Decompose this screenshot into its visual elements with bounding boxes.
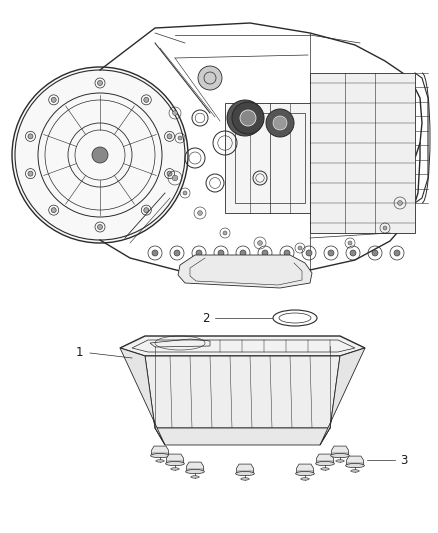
Ellipse shape: [301, 478, 309, 480]
Circle shape: [350, 250, 356, 256]
Circle shape: [174, 250, 180, 256]
Polygon shape: [297, 464, 314, 473]
Circle shape: [240, 250, 246, 256]
Ellipse shape: [166, 462, 184, 466]
Circle shape: [167, 134, 172, 139]
Polygon shape: [187, 462, 204, 471]
Circle shape: [218, 250, 224, 256]
Ellipse shape: [171, 468, 179, 470]
Text: 1: 1: [75, 346, 83, 359]
Circle shape: [144, 98, 149, 102]
Ellipse shape: [241, 478, 249, 480]
Circle shape: [51, 98, 56, 102]
Ellipse shape: [336, 460, 344, 462]
Circle shape: [273, 116, 287, 130]
Circle shape: [232, 102, 264, 134]
Polygon shape: [225, 103, 310, 213]
Circle shape: [372, 250, 378, 256]
Polygon shape: [317, 454, 333, 463]
Polygon shape: [332, 446, 349, 455]
Ellipse shape: [351, 470, 359, 472]
Circle shape: [51, 208, 56, 213]
Circle shape: [198, 211, 202, 215]
Circle shape: [227, 100, 263, 136]
Ellipse shape: [151, 454, 170, 458]
Circle shape: [284, 250, 290, 256]
Circle shape: [262, 250, 268, 256]
Circle shape: [92, 147, 108, 163]
Circle shape: [348, 241, 352, 245]
Circle shape: [394, 250, 400, 256]
Circle shape: [12, 67, 188, 243]
Circle shape: [306, 250, 312, 256]
Ellipse shape: [316, 462, 334, 466]
Circle shape: [167, 171, 172, 176]
Polygon shape: [178, 255, 312, 288]
Ellipse shape: [186, 470, 205, 474]
Circle shape: [196, 250, 202, 256]
Ellipse shape: [191, 476, 199, 478]
Circle shape: [144, 208, 149, 213]
Ellipse shape: [236, 472, 254, 475]
Circle shape: [258, 240, 262, 245]
Circle shape: [398, 200, 403, 205]
Polygon shape: [145, 356, 340, 428]
Polygon shape: [346, 456, 364, 465]
Circle shape: [178, 136, 182, 140]
Polygon shape: [310, 73, 415, 233]
Circle shape: [173, 111, 177, 116]
Ellipse shape: [156, 460, 164, 462]
Polygon shape: [152, 446, 169, 455]
Circle shape: [328, 250, 334, 256]
Circle shape: [223, 231, 227, 235]
Circle shape: [28, 134, 33, 139]
Polygon shape: [166, 454, 184, 463]
Polygon shape: [237, 464, 254, 473]
Circle shape: [98, 224, 102, 230]
Text: 2: 2: [202, 311, 210, 325]
Circle shape: [198, 66, 222, 90]
Circle shape: [28, 171, 33, 176]
Ellipse shape: [331, 454, 350, 458]
Ellipse shape: [321, 468, 329, 470]
Ellipse shape: [296, 472, 314, 475]
Polygon shape: [120, 348, 165, 445]
Circle shape: [383, 226, 387, 230]
Circle shape: [172, 175, 178, 181]
Polygon shape: [155, 428, 330, 445]
Circle shape: [266, 109, 294, 137]
Ellipse shape: [346, 464, 364, 467]
Circle shape: [98, 80, 102, 85]
Circle shape: [152, 250, 158, 256]
Circle shape: [183, 191, 187, 195]
Circle shape: [298, 246, 302, 250]
Text: 3: 3: [400, 454, 407, 466]
Polygon shape: [320, 348, 365, 445]
Circle shape: [236, 109, 254, 127]
Circle shape: [240, 110, 256, 126]
Polygon shape: [120, 336, 365, 356]
